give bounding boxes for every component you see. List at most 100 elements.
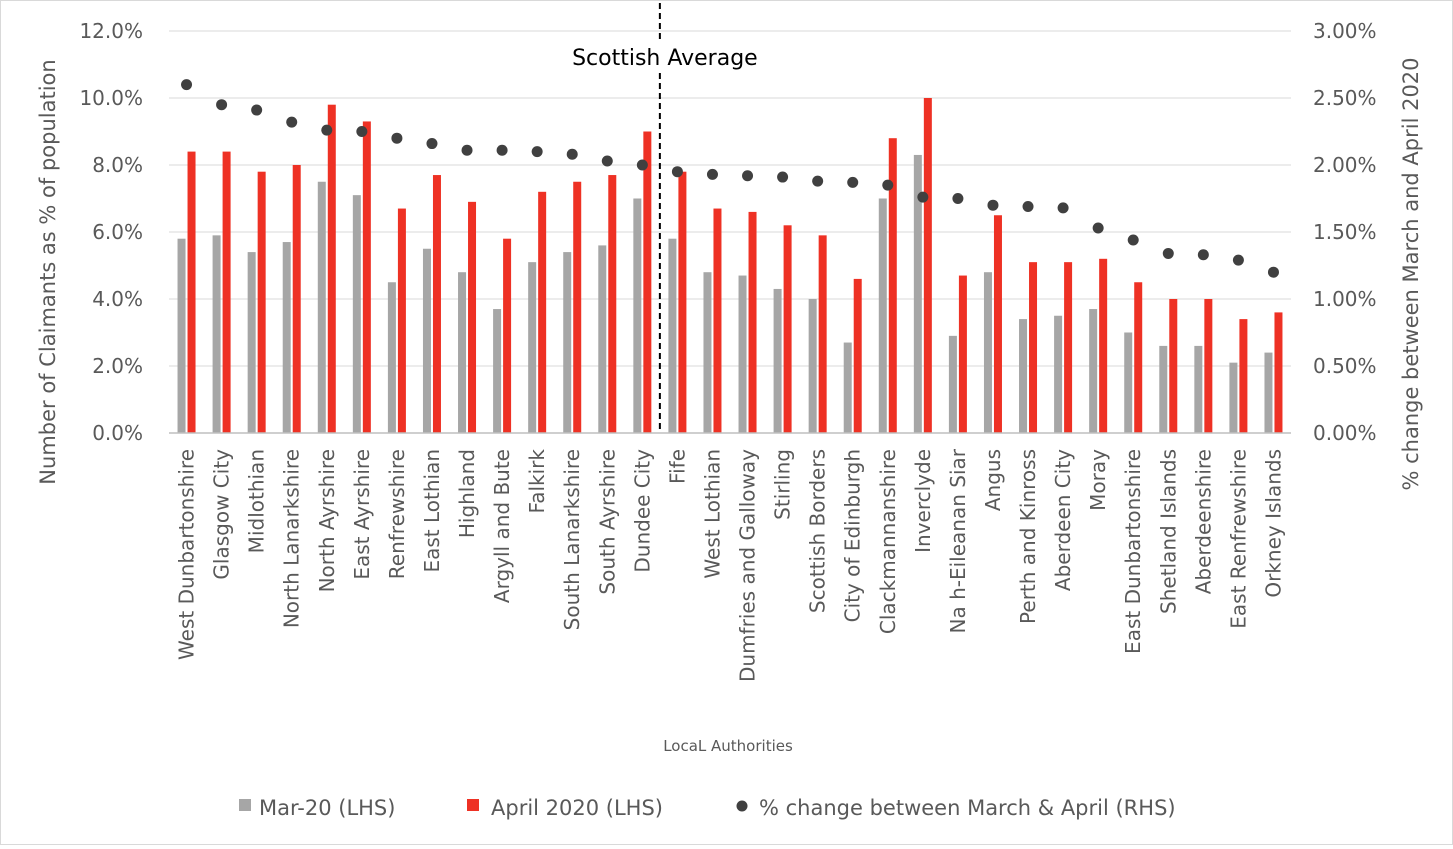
category-label: Perth and Kinross: [1016, 449, 1040, 624]
bar-mar20: [422, 248, 431, 433]
bar-april2020: [783, 225, 792, 433]
category-label: Glasgow City: [210, 449, 234, 580]
right-tick-label: 0.50%: [1313, 354, 1377, 378]
left-tick-label: 8.0%: [92, 153, 143, 177]
right-tick-label: 1.00%: [1313, 287, 1377, 311]
dot-change: [251, 104, 263, 116]
legend-label-change: % change between March & April (RHS): [759, 796, 1176, 820]
dot-change: [1127, 234, 1139, 246]
right-tick-label: 0.00%: [1313, 421, 1377, 445]
dot-change: [356, 126, 368, 137]
bar-april2020: [1169, 299, 1178, 433]
bar-april2020: [1239, 319, 1248, 433]
category-label: Renfrewshire: [385, 449, 409, 579]
category-labels: West Dunbartonshire Glasgow City Midlothia…: [175, 448, 1286, 682]
category-label: Scottish Borders: [806, 449, 830, 613]
bar-mar20: [598, 245, 607, 433]
legend-label-mar20: Mar-20 (LHS): [259, 796, 395, 820]
dot-change: [882, 179, 894, 191]
dot-change: [496, 144, 508, 156]
category-label: East Renfrewshire: [1226, 449, 1250, 629]
dot-change: [917, 191, 929, 203]
bar-april2020: [1099, 258, 1108, 433]
bar-mar20: [1124, 332, 1133, 433]
right-axis-ticks: 0.00% 0.50% 1.00% 1.50% 2.00% 2.50% 3.00%: [1313, 19, 1377, 445]
left-tick-label: 0.0%: [92, 421, 143, 445]
bar-april2020: [292, 165, 301, 433]
dot-change: [566, 148, 578, 160]
dot-change: [1057, 202, 1069, 214]
bar-april2020: [573, 181, 582, 433]
bar-mar20: [1054, 315, 1063, 433]
right-tick-label: 1.50%: [1313, 220, 1377, 244]
bar-mar20: [668, 238, 677, 433]
bar-april2020: [1274, 312, 1283, 433]
category-label: Orkney Islands: [1261, 449, 1285, 598]
bar-mar20: [247, 252, 256, 433]
bar-april2020: [327, 104, 336, 433]
bars: [177, 98, 1283, 434]
legend: Mar-20 (LHS) April 2020 (LHS) % change b…: [239, 796, 1176, 820]
bar-mar20: [1264, 352, 1273, 433]
category-label: North Lanarkshire: [280, 449, 304, 628]
category-label: North Ayrshire: [315, 449, 339, 592]
bar-april2020: [958, 275, 967, 433]
bar-april2020: [362, 121, 371, 433]
category-label: West Dunbartonshire: [175, 449, 199, 660]
dot-change: [1267, 266, 1279, 278]
bar-april2020: [432, 175, 441, 434]
bar-mar20: [948, 335, 957, 433]
bar-april2020: [643, 131, 652, 433]
dot-change: [1092, 222, 1104, 234]
bar-mar20: [458, 272, 467, 433]
scottish-average-label: Scottish Average: [572, 46, 758, 71]
category-label: Dumfries and Galloway: [736, 449, 760, 682]
dot-change: [216, 99, 228, 111]
right-tick-label: 2.00%: [1313, 153, 1377, 177]
dot-change: [461, 144, 473, 156]
scottish-average-label-bg: [566, 41, 764, 71]
bar-mar20: [352, 195, 361, 433]
bar-mar20: [913, 154, 922, 433]
category-label: West Lothian: [700, 449, 724, 579]
category-label: Stirling: [771, 449, 795, 520]
bar-april2020: [257, 171, 266, 433]
bar-april2020: [222, 151, 231, 433]
category-label: Shetland Islands: [1156, 449, 1180, 614]
dot-change: [812, 175, 824, 187]
bar-mar20: [738, 275, 747, 433]
gridlines: [169, 30, 1291, 367]
dot-change: [706, 168, 718, 180]
category-label: South Ayrshire: [595, 449, 619, 595]
dot-change: [391, 132, 403, 144]
bar-april2020: [923, 98, 932, 433]
bar-mar20: [493, 309, 502, 433]
dot-change: [1232, 254, 1244, 266]
dot-change: [847, 176, 859, 188]
bar-april2020: [888, 138, 897, 433]
bar-april2020: [818, 235, 827, 433]
category-label: Aberdeenshire: [1191, 449, 1215, 594]
dot-change: [286, 116, 298, 128]
bar-april2020: [1204, 299, 1213, 433]
right-tick-label: 2.50%: [1313, 86, 1377, 110]
bar-april2020: [503, 238, 512, 433]
category-label: Falkirk: [525, 449, 549, 514]
right-tick-label: 3.00%: [1313, 19, 1377, 43]
category-label: Moray: [1086, 449, 1110, 511]
category-label: Angus: [981, 449, 1005, 511]
left-axis-title: Number of Claimants as % of population: [36, 59, 60, 484]
bar-mar20: [282, 242, 291, 433]
bar-mar20: [317, 181, 326, 433]
dot-change: [671, 166, 683, 178]
dot-change: [742, 170, 754, 182]
bar-mar20: [1019, 319, 1028, 433]
bar-april2020: [1029, 262, 1038, 433]
legend-swatch-mar20: [239, 799, 251, 811]
bar-mar20: [773, 288, 782, 433]
dot-change: [531, 146, 543, 158]
bar-mar20: [633, 198, 642, 433]
bar-april2020: [538, 191, 547, 433]
